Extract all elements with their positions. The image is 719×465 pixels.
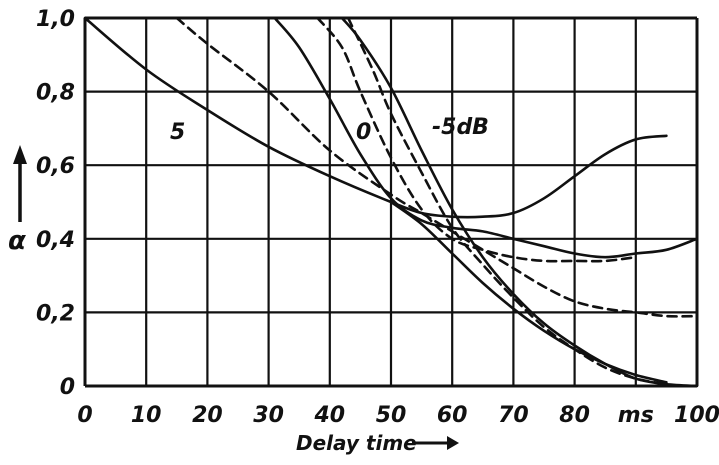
series-line-5dB-solid xyxy=(340,16,699,388)
x-tick-label: 10 xyxy=(131,403,162,428)
y-tick-label: 0,8 xyxy=(36,81,75,106)
x-tick-label: 70 xyxy=(498,403,529,428)
curve-annotation: 0 xyxy=(356,120,371,145)
x-tick-label: 20 xyxy=(192,403,223,428)
series-layer xyxy=(83,16,699,388)
y-tick-label: 1,0 xyxy=(36,7,75,32)
series-line-5-solid xyxy=(83,16,668,219)
x-tick-label: 60 xyxy=(437,403,468,428)
series-line-unlabeled-solid xyxy=(389,200,668,384)
x-tick-label: 0 xyxy=(77,403,92,428)
x-axis-label: Delay time xyxy=(296,431,417,455)
curve-annotation: 5 xyxy=(170,120,185,145)
x-tick-label: 50 xyxy=(376,403,407,428)
y-tick-label: 0,4 xyxy=(36,228,75,253)
x-tick-label: 80 xyxy=(559,403,590,428)
x-tick-label: 100 xyxy=(674,403,719,428)
y-tick-label: 0 xyxy=(60,375,75,400)
y-tick-label: 0,6 xyxy=(36,154,75,179)
series-line-0-solid xyxy=(273,16,699,259)
curve-annotation: -5dB xyxy=(432,115,489,140)
y-axis-label: α xyxy=(8,226,26,256)
x-tick-label: 30 xyxy=(253,403,284,428)
y-axis-arrowhead-icon xyxy=(13,145,27,164)
x-axis-arrowhead-icon xyxy=(447,436,459,450)
x-tick-label: 40 xyxy=(313,403,345,428)
series-line-5-dashed xyxy=(175,16,699,318)
y-tick-label: 0,2 xyxy=(36,301,75,326)
x-tick-label: ms xyxy=(618,403,654,428)
series-line-5dB-dashed xyxy=(346,16,668,386)
